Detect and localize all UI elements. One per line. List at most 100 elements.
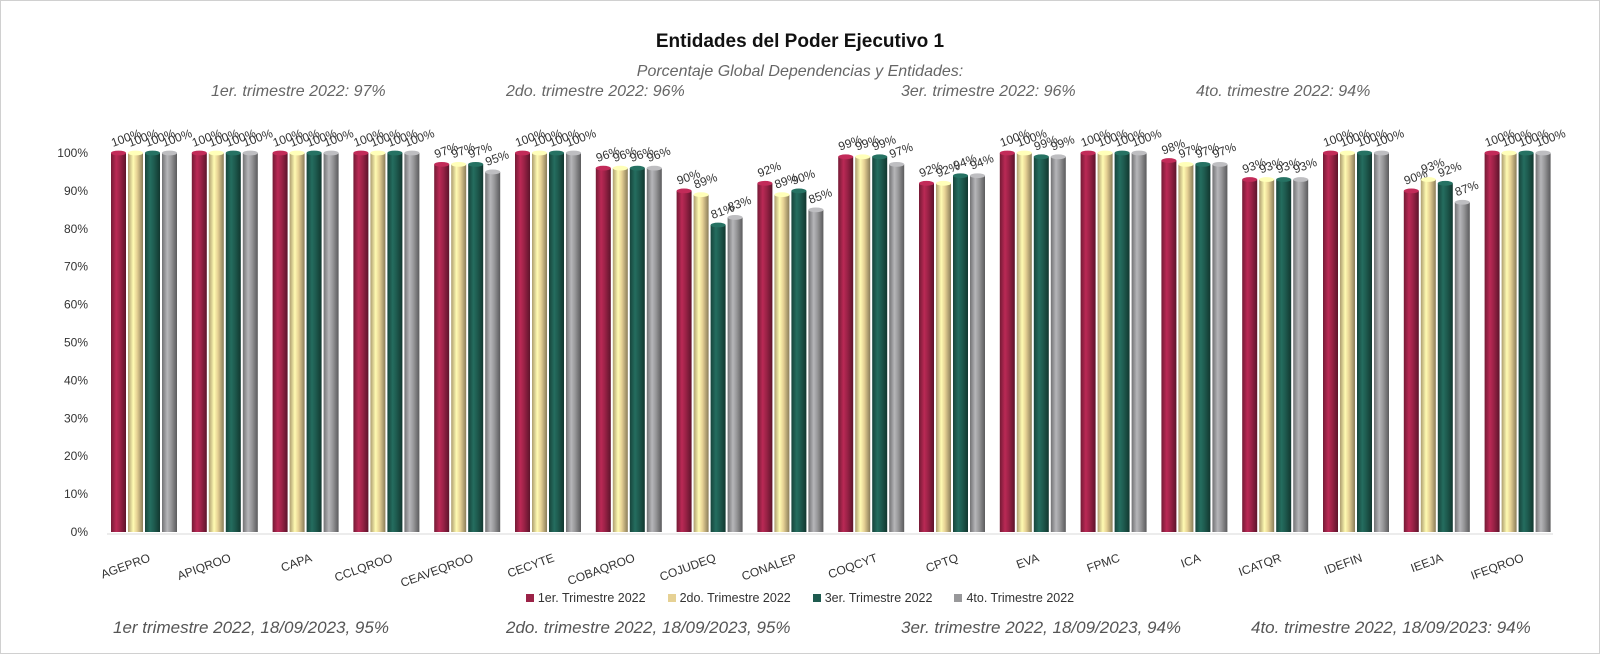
bar	[208, 153, 224, 532]
y-tick-label: 90%	[64, 184, 88, 198]
bar	[629, 168, 645, 532]
legend-item: 2do. Trimestre 2022	[667, 591, 791, 605]
footer-summary-2: 2do. trimestre 2022, 18/09/2023, 95%	[506, 618, 791, 637]
bar-cap	[1357, 150, 1372, 156]
x-tick-label: IEEJA	[1409, 551, 1445, 576]
bar	[1016, 153, 1032, 532]
x-tick-label: CAPA	[279, 551, 314, 575]
bar	[1518, 153, 1534, 532]
bar-cap	[1437, 180, 1453, 186]
bar	[889, 164, 905, 532]
bar	[1161, 160, 1177, 532]
bar-cap	[629, 165, 645, 171]
bar	[676, 190, 692, 532]
x-tick-label: CECYTE	[505, 551, 556, 581]
bar-cap	[191, 150, 207, 156]
bar	[1242, 179, 1258, 532]
bar-cap	[323, 150, 339, 156]
bar-cap	[889, 161, 905, 167]
bar-cap	[791, 188, 807, 194]
legend-label: 3er. Trimestre 2022	[824, 591, 933, 605]
legend-label: 1er. Trimestre 2022	[537, 591, 646, 605]
bar-cap	[1212, 161, 1228, 167]
bar-cap	[306, 150, 322, 156]
bar	[1420, 179, 1436, 532]
bar-cap	[468, 161, 484, 167]
bar-cap	[515, 150, 530, 156]
y-tick-label: 30%	[64, 411, 88, 425]
bar-cap	[289, 150, 305, 156]
bar-cap	[1161, 158, 1177, 163]
bar-cap	[1259, 177, 1275, 182]
y-tick-label: 100%	[57, 146, 88, 160]
bar-cap	[532, 150, 547, 156]
bar-cap	[1080, 150, 1096, 156]
y-tick-label: 70%	[64, 260, 88, 274]
bar-cap	[710, 222, 726, 228]
bar	[515, 153, 530, 532]
chart-title: Entidades del Poder Ejecutivo 1	[655, 31, 945, 52]
bar-cap	[757, 180, 773, 186]
bar-cap	[838, 154, 854, 160]
bar-cap	[1195, 161, 1211, 167]
legend-item: 4to. Trimestre 2022	[954, 591, 1074, 605]
x-tick-label: IFEQROO	[1469, 551, 1526, 583]
legend-swatch	[525, 594, 534, 602]
bar	[970, 175, 985, 533]
data-label: 87%	[1453, 178, 1481, 199]
bar-cap	[128, 150, 143, 156]
bar-cap	[1097, 150, 1113, 156]
bar-cap	[1323, 150, 1338, 156]
bar	[1276, 179, 1292, 532]
bar-cap	[451, 161, 467, 167]
bar-cap	[208, 150, 224, 156]
bar-cap	[774, 192, 790, 198]
legend-item: 3er. Trimestre 2022	[812, 591, 933, 605]
bar-cap	[612, 165, 628, 171]
bar-cap	[145, 150, 160, 156]
chart-subtitle: Porcentaje Global Dependencias y Entidad…	[636, 63, 964, 80]
bar	[1340, 153, 1355, 532]
bar-cap	[242, 150, 258, 156]
bar	[191, 153, 207, 532]
x-tick-label: CCLQROO	[333, 551, 395, 585]
bar-cap	[162, 150, 177, 156]
quarter-summary-3: 3er. trimestre 2022: 96%	[901, 83, 1076, 100]
bar	[404, 153, 420, 532]
bar	[1080, 153, 1096, 532]
bar	[1195, 164, 1211, 532]
bar-cap	[111, 150, 126, 156]
footer-summary-4: 4to. trimestre 2022, 18/09/2023: 94%	[1251, 618, 1531, 637]
bar-cap	[646, 165, 662, 171]
bar-cap	[1050, 154, 1066, 160]
bar-cap	[566, 150, 581, 156]
bar-cap	[404, 150, 420, 156]
bar	[566, 153, 581, 532]
bar	[693, 194, 709, 532]
legend-label: 2do. Trimestre 2022	[679, 591, 791, 605]
bar	[1097, 153, 1113, 532]
footer-summary-1: 1er trimestre 2022, 18/09/2023, 95%	[113, 618, 389, 637]
bar	[1293, 179, 1309, 532]
bar	[1437, 183, 1453, 532]
x-tick-label: APIQROO	[175, 551, 232, 583]
bar-cap	[225, 150, 241, 156]
y-tick-label: 10%	[64, 487, 88, 501]
legend-label: 4to. Trimestre 2022	[966, 591, 1075, 605]
legend-item: 1er. Trimestre 2022	[525, 591, 646, 605]
y-tick-label: 80%	[64, 222, 88, 236]
bar-cap	[676, 188, 692, 194]
bar	[306, 153, 322, 532]
bar	[1357, 153, 1372, 532]
bar-cap	[485, 169, 501, 175]
bar-cap	[1501, 150, 1517, 156]
y-tick-label: 0%	[71, 525, 89, 539]
x-tick-label: ICATQR	[1237, 551, 1284, 579]
bar	[1535, 153, 1551, 532]
bar	[549, 153, 564, 532]
bar	[532, 153, 547, 532]
legend-swatch	[812, 594, 821, 602]
bar-cap	[1535, 150, 1551, 156]
bar-cap	[1454, 199, 1470, 205]
